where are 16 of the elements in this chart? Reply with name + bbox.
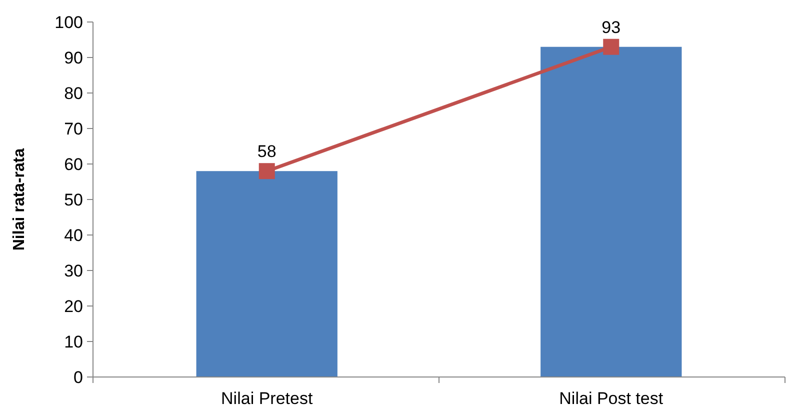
data-label: 93 [602, 18, 621, 37]
y-tick-label: 10 [64, 332, 83, 352]
y-tick-label: 100 [54, 12, 83, 32]
x-tick-label: Nilai Pretest [221, 389, 313, 408]
y-tick-label: 60 [64, 154, 83, 174]
y-tick-label: 80 [64, 84, 83, 103]
y-tick-label: 30 [64, 261, 83, 280]
x-tick-label: Nilai Post test [559, 389, 664, 408]
y-tick-label: 20 [64, 296, 83, 316]
data-label: 58 [257, 142, 276, 162]
y-tick-label: 90 [64, 48, 83, 68]
y-tick-label: 70 [64, 119, 83, 138]
y-tick-label: 40 [64, 226, 83, 245]
y-axis-title: Nilai rata-rata [11, 148, 28, 251]
y-tick-label: 50 [64, 190, 83, 210]
y-tick-label: 0 [74, 368, 83, 387]
